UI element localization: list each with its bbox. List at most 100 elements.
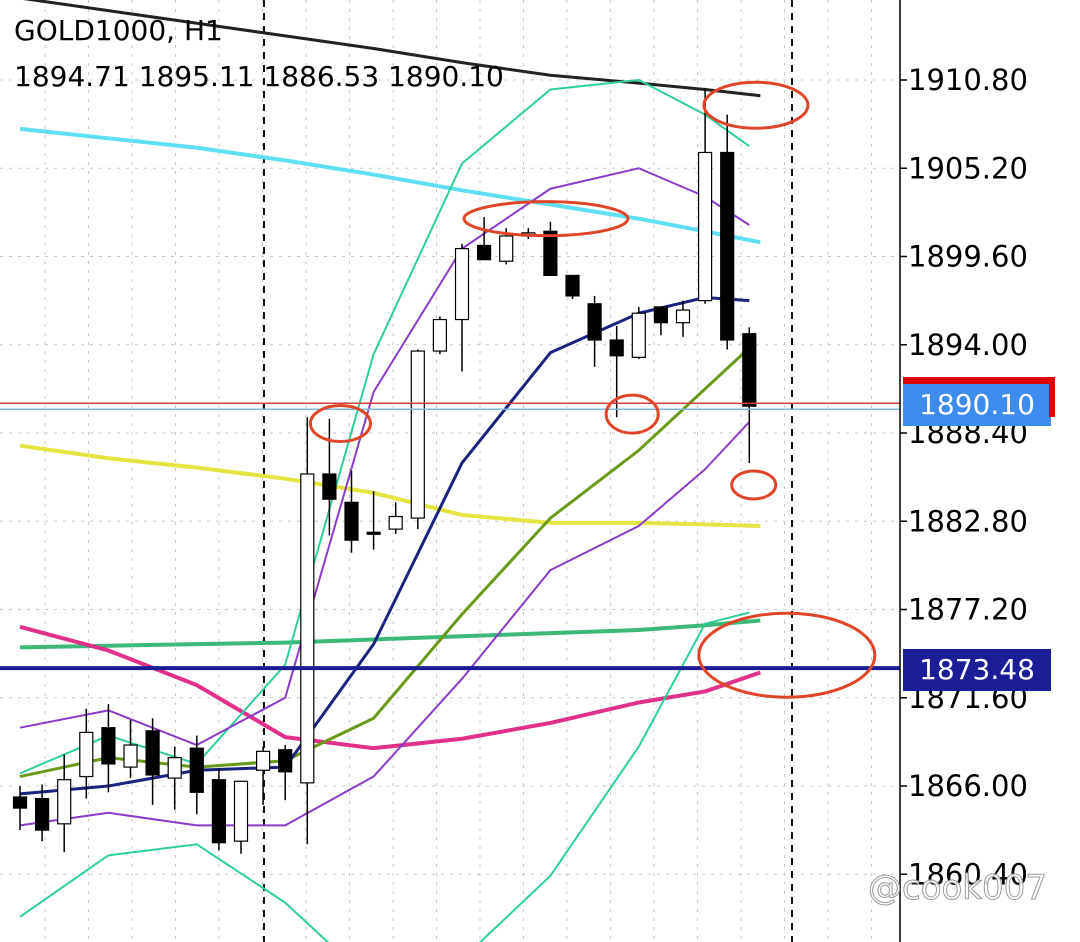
candle [211, 768, 226, 851]
candle-body [34, 798, 50, 831]
candle-body [587, 303, 602, 341]
candle [388, 502, 403, 534]
candle [123, 719, 138, 779]
candle-body [189, 747, 204, 793]
price-axis: 1910.801905.201899.601894.001888.401882.… [899, 0, 1028, 942]
candle-body [211, 779, 226, 844]
candle [34, 784, 50, 842]
axis-tick-label: 1877.20 [908, 593, 1028, 627]
candle [344, 470, 359, 553]
candle-body [167, 757, 182, 779]
axis-tick-label: 1882.80 [908, 504, 1028, 538]
candle-body [609, 339, 624, 357]
candle [300, 417, 315, 845]
candle-body [477, 244, 492, 261]
annotation-circle [308, 404, 372, 444]
candle [697, 87, 713, 304]
candle [322, 418, 337, 536]
annotation-circle [730, 469, 778, 501]
axis-tick-label: 1860.40 [908, 857, 1028, 891]
candle [432, 316, 447, 355]
indicator-lines [19, 0, 761, 942]
candle [565, 274, 580, 300]
candle-body [322, 473, 337, 500]
candle-body [101, 727, 116, 765]
axis-tick-label: 1899.60 [908, 240, 1028, 274]
candle-body [123, 744, 138, 768]
chart-grid [0, 0, 900, 942]
annotation-circle [462, 200, 630, 238]
candle-body [79, 731, 94, 778]
candle [609, 325, 624, 418]
ma-olive-line [19, 346, 751, 779]
candle-body [742, 333, 757, 407]
candle [12, 786, 28, 831]
axis-tick-label: 1866.00 [908, 769, 1028, 803]
ma-green-line [19, 618, 761, 650]
watermark: @cook007 [868, 868, 1048, 909]
candle-body [57, 779, 72, 825]
current-price-tag: 1890.10 [903, 384, 1051, 426]
annotation-circle [604, 393, 660, 435]
candle [653, 306, 669, 336]
candles [12, 87, 757, 854]
current-price-marker [903, 377, 1055, 384]
candle-body [675, 309, 691, 324]
candle-body [410, 350, 425, 519]
candle [720, 114, 735, 350]
axis-tick-label: 1894.00 [908, 328, 1028, 362]
level-price-tag: 1873.48 [903, 649, 1051, 691]
candle-body [543, 230, 558, 277]
price-levels [0, 402, 900, 671]
ohlc-values: 1894.71 1895.11 1886.53 1890.10 [14, 60, 504, 93]
candle-body [344, 501, 359, 541]
candle [167, 746, 182, 810]
candle [477, 217, 492, 261]
current-price-marker-edge [1049, 377, 1055, 417]
candle-body [366, 531, 381, 535]
candle [454, 243, 470, 372]
ma-yellow-line [19, 443, 761, 528]
candle-body [697, 151, 713, 302]
candle-body [454, 248, 470, 321]
candle-body [720, 151, 735, 341]
candle-body [565, 274, 580, 297]
candle [233, 780, 249, 854]
candle [543, 221, 558, 277]
axis-tick-label: 1905.20 [908, 151, 1028, 185]
ma-black-line [23, 0, 761, 98]
candle [189, 735, 204, 815]
candle [57, 754, 72, 853]
candle-body [631, 312, 646, 358]
candle-body [233, 780, 249, 842]
candle [79, 708, 94, 799]
candle [256, 746, 271, 805]
candle [366, 491, 381, 550]
candle-body [388, 515, 403, 530]
candle-body [145, 730, 160, 776]
candle-body [256, 750, 271, 771]
candle [278, 745, 293, 801]
candle [410, 349, 425, 530]
candle [587, 295, 602, 367]
bollinger-inner-lower [19, 421, 751, 827]
symbol-timeframe: GOLD1000, H1 [14, 14, 223, 47]
candle [101, 704, 116, 793]
candle [145, 718, 160, 805]
candle-body [278, 749, 293, 773]
axis-tick-label: 1910.80 [908, 63, 1028, 97]
candle [675, 300, 691, 337]
ma-cyan-line [19, 126, 761, 245]
candle [631, 306, 646, 359]
bollinger-lower [19, 611, 750, 942]
candle-body [432, 318, 447, 352]
annotation-circles [308, 80, 877, 699]
annotation-circle [702, 80, 810, 130]
candle-body [12, 796, 28, 809]
annotation-circle [697, 611, 877, 699]
candle-body [653, 306, 669, 324]
candle [742, 327, 757, 463]
candle-body [300, 473, 315, 784]
